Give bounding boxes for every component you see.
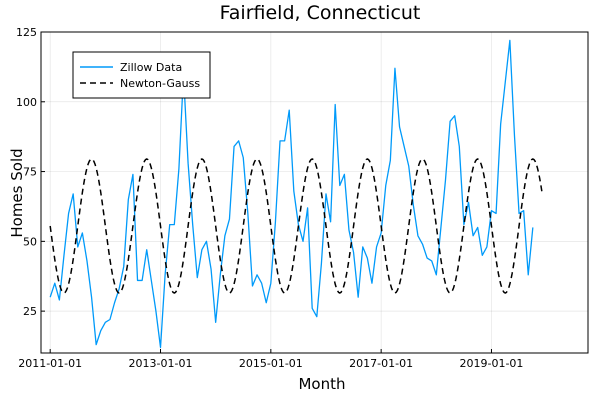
x-tick-label: 2011-01-01 [18, 357, 82, 370]
x-tick-label: 2013-01-01 [129, 357, 193, 370]
y-tick-label: 125 [16, 26, 37, 39]
x-tick-label: 2017-01-01 [349, 357, 413, 370]
x-axis-title: Month [298, 375, 345, 393]
legend: Zillow Data Newton-Gauss [72, 51, 211, 99]
chart-title: Fairfield, Connecticut [220, 2, 421, 24]
legend-label-newton-gauss: Newton-Gauss [120, 77, 200, 90]
legend-label-zillow-data: Zillow Data [120, 61, 182, 74]
y-tick-label: 75 [23, 166, 37, 179]
series-line-zillow-data [49, 39, 534, 349]
x-tick-label: 2019-01-01 [460, 357, 524, 370]
x-tick-label: 2015-01-01 [239, 357, 303, 370]
y-tick-label: 25 [23, 305, 37, 318]
y-tick-label: 50 [23, 235, 37, 248]
x-axis: 2011-01-01 2013-01-01 2015-01-01 2017-01-01… [18, 349, 523, 370]
y-axis-title: Homes Sold [8, 148, 26, 237]
y-axis: 25 50 75 100 125 [16, 26, 45, 318]
series-layer [49, 39, 543, 349]
y-tick-label: 100 [16, 96, 37, 109]
plot-area-frame [40, 31, 589, 354]
legend-box [72, 51, 211, 99]
